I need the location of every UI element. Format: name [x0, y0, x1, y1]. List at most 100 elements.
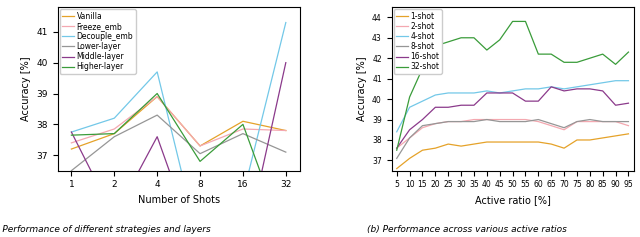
2-shot [547, 124, 555, 127]
32-shot [509, 20, 516, 23]
1-shot [393, 167, 401, 170]
Line: Decouple_emb: Decouple_emb [72, 23, 286, 237]
2-shot [444, 120, 452, 123]
1-shot [431, 147, 439, 150]
2-shot [496, 118, 504, 121]
4-shot [393, 130, 401, 133]
16-shot [612, 104, 620, 107]
1-shot [560, 147, 568, 150]
Y-axis label: Accuracy [%]: Accuracy [%] [21, 57, 31, 121]
4-shot [586, 83, 594, 86]
16-shot [625, 102, 632, 105]
Lower-layer [111, 135, 118, 138]
2-shot [560, 128, 568, 131]
Line: Middle-layer: Middle-layer [72, 63, 286, 237]
4-shot [470, 91, 478, 94]
Lower-layer [154, 114, 161, 117]
Higher-layer [111, 132, 118, 135]
8-shot [444, 120, 452, 123]
2-shot [599, 120, 607, 123]
2-shot [431, 122, 439, 125]
16-shot [599, 90, 607, 92]
2-shot [612, 120, 620, 123]
4-shot [612, 79, 620, 82]
Lower-layer [68, 169, 76, 172]
Line: Vanilla: Vanilla [72, 97, 286, 149]
Lower-layer [282, 151, 290, 154]
32-shot [599, 53, 607, 55]
8-shot [560, 126, 568, 129]
Vanilla [111, 132, 118, 135]
2-shot [509, 118, 516, 121]
Middle-layer [68, 131, 76, 133]
Lower-layer [239, 132, 247, 135]
Higher-layer [154, 92, 161, 95]
Freeze_emb [239, 128, 247, 130]
1-shot [419, 149, 426, 152]
8-shot [431, 122, 439, 125]
8-shot [547, 122, 555, 125]
2-shot [419, 126, 426, 129]
2-shot [470, 118, 478, 121]
16-shot [406, 128, 413, 131]
4-shot [444, 91, 452, 94]
4-shot [431, 94, 439, 96]
16-shot [393, 147, 401, 150]
4-shot [419, 100, 426, 103]
1-shot [457, 145, 465, 147]
32-shot [470, 36, 478, 39]
4-shot [534, 87, 542, 90]
8-shot [573, 120, 580, 123]
8-shot [522, 120, 529, 123]
16-shot [483, 91, 491, 94]
32-shot [534, 53, 542, 55]
32-shot [625, 51, 632, 54]
Vanilla [282, 129, 290, 132]
4-shot [522, 87, 529, 90]
16-shot [547, 85, 555, 88]
2-shot [457, 120, 465, 123]
Line: 32-shot: 32-shot [397, 21, 628, 150]
8-shot [599, 120, 607, 123]
Legend: Vanilla, Freeze_emb, Decouple_emb, Lower-layer, Middle-layer, Higher-layer: Vanilla, Freeze_emb, Decouple_emb, Lower… [60, 9, 136, 74]
Text: (a) Performance of different strategies and layers: (a) Performance of different strategies … [0, 225, 211, 234]
16-shot [457, 104, 465, 107]
8-shot [406, 137, 413, 139]
1-shot [496, 141, 504, 143]
32-shot [522, 20, 529, 23]
Line: 2-shot: 2-shot [397, 119, 628, 148]
1-shot [534, 141, 542, 143]
Vanilla [196, 145, 204, 147]
2-shot [483, 118, 491, 121]
1-shot [509, 141, 516, 143]
Line: 8-shot: 8-shot [397, 119, 628, 158]
2-shot [586, 120, 594, 123]
Decouple_emb [154, 70, 161, 73]
Line: 4-shot: 4-shot [397, 81, 628, 132]
1-shot [612, 134, 620, 137]
Higher-layer [196, 160, 204, 163]
32-shot [483, 49, 491, 51]
Middle-layer [154, 135, 161, 138]
Middle-layer [111, 215, 118, 218]
32-shot [586, 57, 594, 60]
8-shot [586, 118, 594, 121]
Freeze_emb [68, 141, 76, 144]
Decouple_emb [239, 194, 247, 197]
8-shot [470, 120, 478, 123]
16-shot [573, 87, 580, 90]
Higher-layer [68, 134, 76, 137]
16-shot [470, 104, 478, 107]
Line: Higher-layer: Higher-layer [72, 94, 286, 237]
Text: (b) Performance across various active ratios: (b) Performance across various active ra… [367, 225, 567, 234]
Decouple_emb [282, 21, 290, 24]
Vanilla [68, 148, 76, 150]
8-shot [393, 157, 401, 160]
X-axis label: Active ratio [%]: Active ratio [%] [475, 195, 550, 205]
4-shot [560, 87, 568, 90]
Decouple_emb [111, 117, 118, 120]
1-shot [522, 141, 529, 143]
4-shot [496, 91, 504, 94]
16-shot [586, 87, 594, 90]
Decouple_emb [68, 131, 76, 133]
